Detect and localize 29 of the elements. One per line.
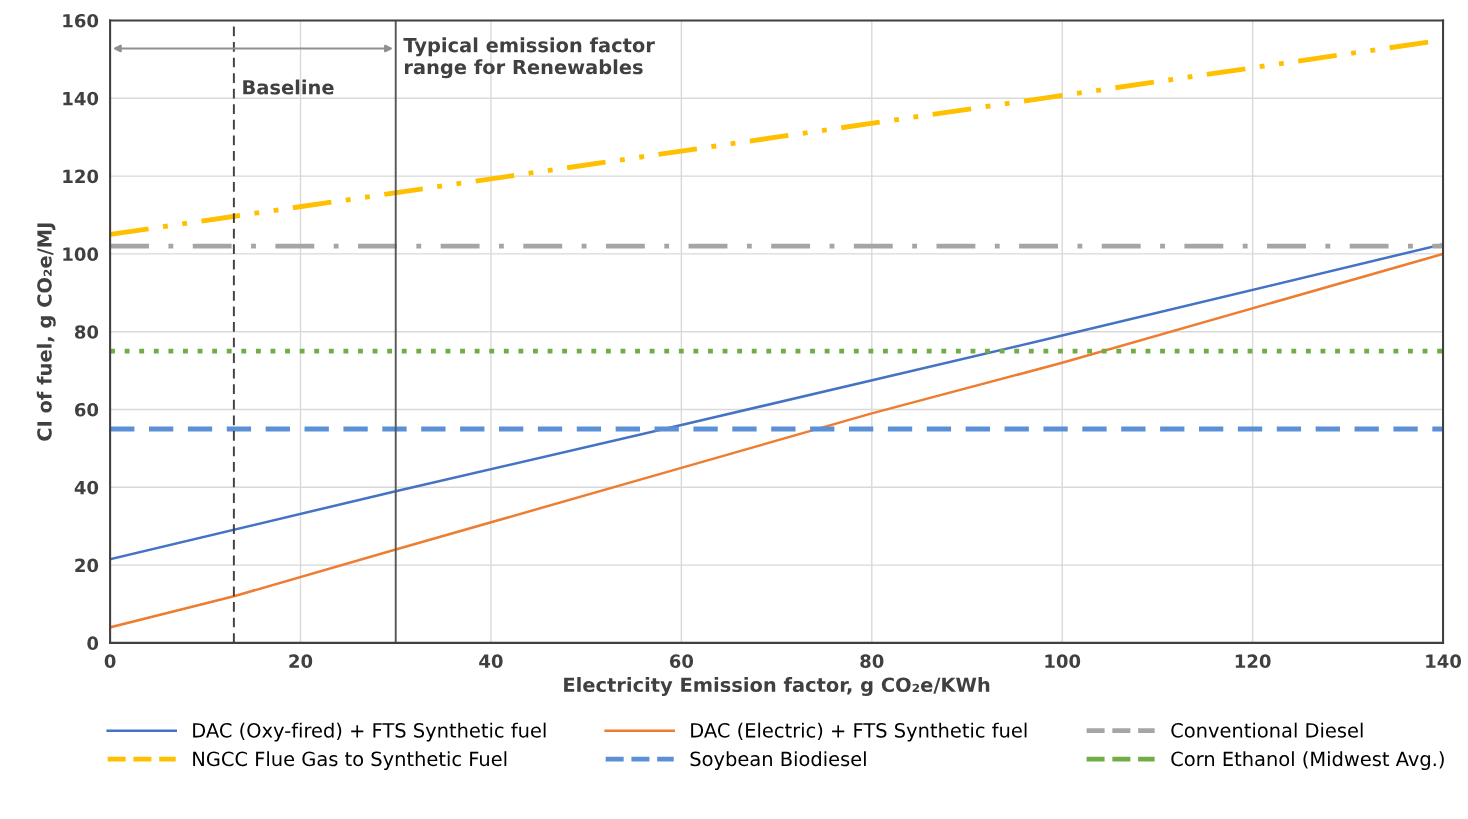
x-axis-title: Electricity Emission factor, g CO₂e/KWh: [564, 677, 990, 697]
x-tick-label: 140: [1426, 654, 1462, 668]
y-tick-label: 100: [63, 247, 99, 262]
x-tick-label: 0: [104, 654, 116, 668]
y-tick-label: 20: [75, 558, 99, 573]
legend-label: Corn Ethanol (Midwest Avg.): [1171, 751, 1444, 771]
x-tick-label: 120: [1235, 654, 1271, 668]
x-tick-label: 80: [860, 654, 884, 668]
y-tick-label: 160: [63, 13, 99, 28]
x-tick-label: 60: [669, 654, 694, 668]
legend-label: DAC (Electric) + FTS Synthetic fuel: [691, 722, 1027, 742]
y-tick-label: 40: [74, 480, 99, 495]
y-tick-label: 140: [63, 91, 99, 106]
y-tick-label: 60: [74, 402, 99, 417]
x-tick-label: 40: [479, 654, 503, 668]
y-axis-title: CI of fuel, g CO₂e/MJ: [36, 223, 56, 441]
ref-line-label: Baseline: [243, 79, 334, 95]
y-tick-label: 120: [63, 169, 99, 184]
legend-label: Conventional Diesel: [1171, 722, 1363, 738]
x-tick-label: 20: [289, 654, 313, 668]
ref-line-label: Typical emission factor range for Renewables: [403, 37, 655, 79]
line-series: [110, 242, 1444, 561]
y-tick-label: 80: [74, 325, 99, 339]
legend-label: Soybean Biodiesel: [690, 751, 866, 771]
y-tick-label: 0: [87, 636, 99, 651]
x-tick-label: 100: [1045, 654, 1081, 668]
legend-label: DAC (Oxy-fired) + FTS Synthetic fuel: [193, 722, 546, 742]
line-series: [110, 252, 1444, 629]
legend-label: NGCC Flue Gas to Synthetic Fuel: [193, 751, 507, 771]
